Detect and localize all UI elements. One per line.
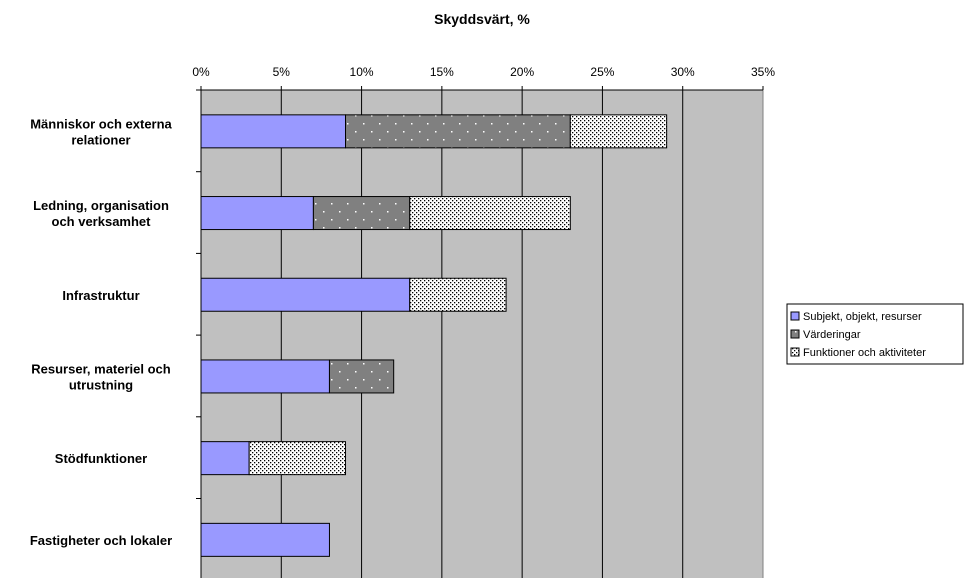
category-label: Fastigheter och lokaler: [30, 533, 172, 548]
x-tick-label: 5%: [273, 65, 291, 79]
x-tick-label: 10%: [350, 65, 374, 79]
bar-segment: [569, 114, 668, 149]
x-tick-label: 0%: [192, 65, 210, 79]
bar-segment: [328, 359, 395, 394]
category-label: Infrastruktur: [62, 288, 139, 303]
legend-label: Subjekt, objekt, resurser: [803, 311, 922, 323]
bar-segment: [248, 441, 347, 476]
category-label: och verksamhet: [52, 214, 152, 229]
category-label: Resurser, materiel och: [31, 361, 171, 376]
bar-segment: [200, 196, 314, 231]
bar-segment: [200, 277, 411, 312]
x-tick-label: 20%: [510, 65, 534, 79]
category-label: utrustning: [69, 377, 133, 392]
category-label: relationer: [71, 132, 130, 147]
legend-label: Funktioner och aktiviteter: [803, 347, 926, 359]
bar-segment: [200, 114, 347, 149]
bar-segment: [200, 441, 250, 476]
category-label: Människor och externa: [30, 116, 172, 131]
bar-segment: [409, 277, 507, 312]
legend-box: [786, 303, 964, 365]
category-label: Stödfunktioner: [55, 451, 147, 466]
plot-area: [200, 89, 764, 581]
bar-segment: [409, 196, 571, 231]
legend-swatch: [790, 347, 800, 357]
x-tick-label: 25%: [590, 65, 614, 79]
category-label: Ledning, organisation: [33, 198, 169, 213]
chart-title: Skyddsvärt, %: [434, 11, 530, 27]
x-tick-label: 15%: [430, 65, 454, 79]
legend-label: Värderingar: [803, 329, 861, 341]
x-tick-label: 35%: [751, 65, 775, 79]
bar-segment: [312, 196, 411, 231]
bar-segment: [200, 359, 330, 394]
legend-swatch: [790, 311, 800, 321]
bar-segment: [200, 522, 330, 557]
bar-segment: [345, 114, 571, 149]
legend-swatch: [790, 329, 800, 339]
x-tick-label: 30%: [671, 65, 695, 79]
